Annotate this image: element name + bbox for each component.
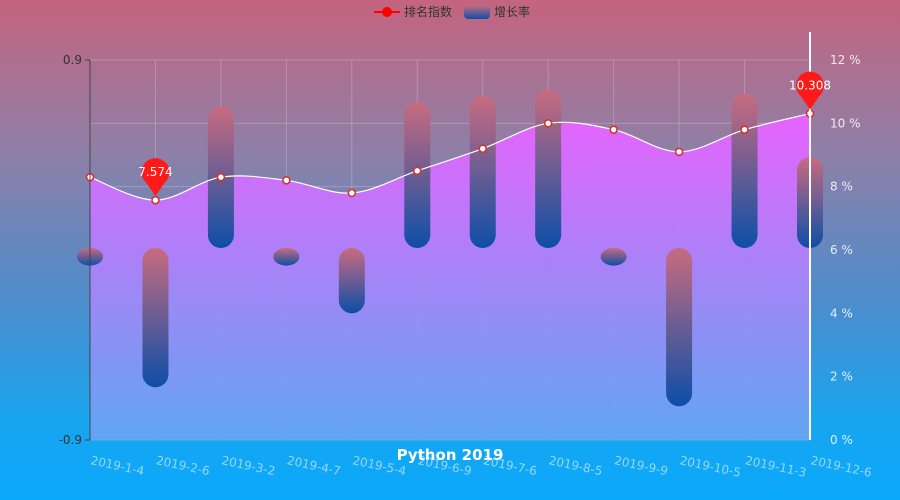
bar (600, 248, 627, 266)
right-axis-tick-label: 6 % (830, 243, 853, 257)
bar (338, 248, 365, 314)
marker-value-label: 7.574 (138, 165, 172, 179)
marker-pin: 10.308 (789, 71, 831, 110)
line-point (609, 125, 618, 134)
x-axis-tick-label: 2019-9-9 (613, 453, 669, 478)
line-area-fill (90, 113, 810, 440)
left-axis-tick-label: -0.9 (59, 433, 82, 447)
bar (273, 248, 300, 266)
line-point (282, 176, 291, 185)
x-axis-tick-label: 2019-2-6 (155, 453, 211, 478)
bar (142, 248, 169, 388)
legend-line-marker-icon (382, 7, 392, 17)
x-axis-tick-label: 2019-8-5 (548, 453, 604, 478)
right-axis-tick-label: 8 % (830, 180, 853, 194)
right-axis-tick-label: 4 % (830, 306, 853, 320)
line-point (151, 195, 160, 205)
right-axis-tick-label: 10 % (830, 116, 861, 130)
left-axis-tick-label: 0.9 (63, 53, 82, 67)
bar (731, 93, 758, 249)
chart-title: Python 2019 (397, 446, 504, 464)
line-series-path (89, 112, 811, 201)
right-axis-tick-label: 0 % (830, 433, 853, 447)
legend-label-bar: 增长率 (494, 4, 530, 19)
marker-value-label: 10.308 (789, 79, 831, 93)
x-axis-tick-label: 2019-3-2 (220, 453, 276, 478)
bar (469, 95, 496, 248)
x-axis-tick-label: 2019-1-4 (89, 453, 145, 478)
bar (535, 89, 562, 248)
bar (666, 248, 693, 407)
legend-label-line: 排名指数 (404, 4, 452, 19)
right-axis-tick-label: 12 % (830, 53, 861, 67)
line-point (216, 172, 226, 182)
line-point (740, 125, 749, 134)
x-axis-tick-label: 2019-4-7 (286, 453, 342, 478)
x-axis-tick-label: 2019-12-6 (809, 453, 873, 480)
line-point (543, 119, 553, 128)
line-point (412, 166, 422, 176)
line-point (478, 144, 488, 153)
x-axis-tick-label: 2019-10-5 (678, 453, 742, 480)
x-axis-tick-label: 2019-11-3 (744, 453, 808, 480)
line-point (674, 147, 684, 157)
marker-pin-head (141, 158, 170, 187)
marker-pin: 7.574 (138, 158, 173, 197)
right-axis-tick-label: 2 % (830, 370, 853, 384)
marker-pin-head (796, 71, 824, 100)
line-point (347, 188, 357, 198)
legend-bar-swatch (464, 5, 490, 19)
